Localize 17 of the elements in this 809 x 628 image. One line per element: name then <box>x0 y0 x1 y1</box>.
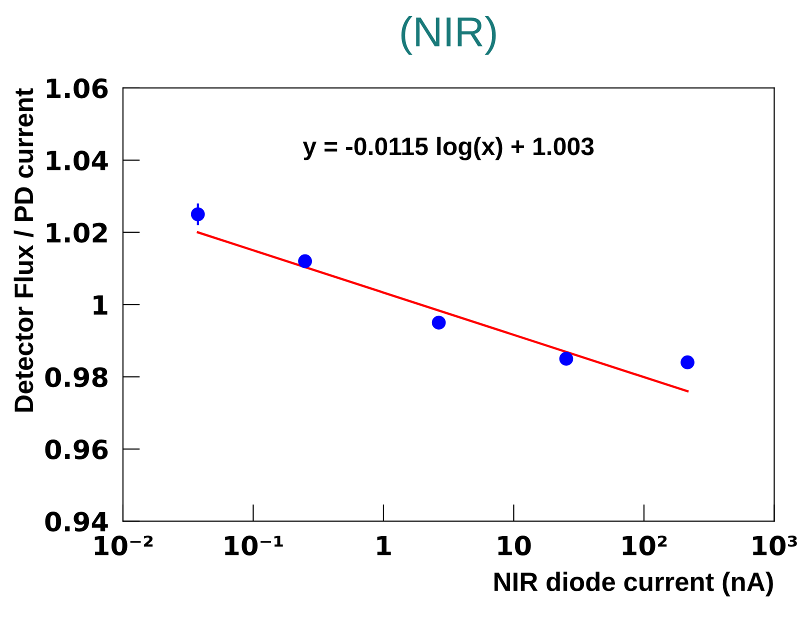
y-tick-label: 1.02 <box>46 222 107 243</box>
annotation: y = -0.0115 log(x) + 1.003 <box>302 136 594 160</box>
x-tick-label: 1 <box>377 536 391 556</box>
x-tick-label: 10 <box>498 536 531 556</box>
x-tick-label: 10² <box>622 536 667 556</box>
x-axis-title: NIR diode current (nA) <box>494 572 773 596</box>
y-tick-label: 0.94 <box>45 512 108 532</box>
y-tick-label: 1.04 <box>46 150 108 171</box>
x-tick-label: 10⁻² <box>94 536 153 556</box>
y-tick-label: 0.98 <box>45 367 108 388</box>
x-tick-label: 10⁻¹ <box>225 536 283 556</box>
y-axis-title: Detector Flux / PD current <box>14 88 34 412</box>
y-tick-label: 1 <box>94 295 108 315</box>
chart-title: (NIR) <box>401 16 496 55</box>
x-tick-label: 10³ <box>753 536 797 556</box>
y-tick-label: 0.96 <box>45 439 108 460</box>
y-tick-label: 1.06 <box>46 78 108 98</box>
